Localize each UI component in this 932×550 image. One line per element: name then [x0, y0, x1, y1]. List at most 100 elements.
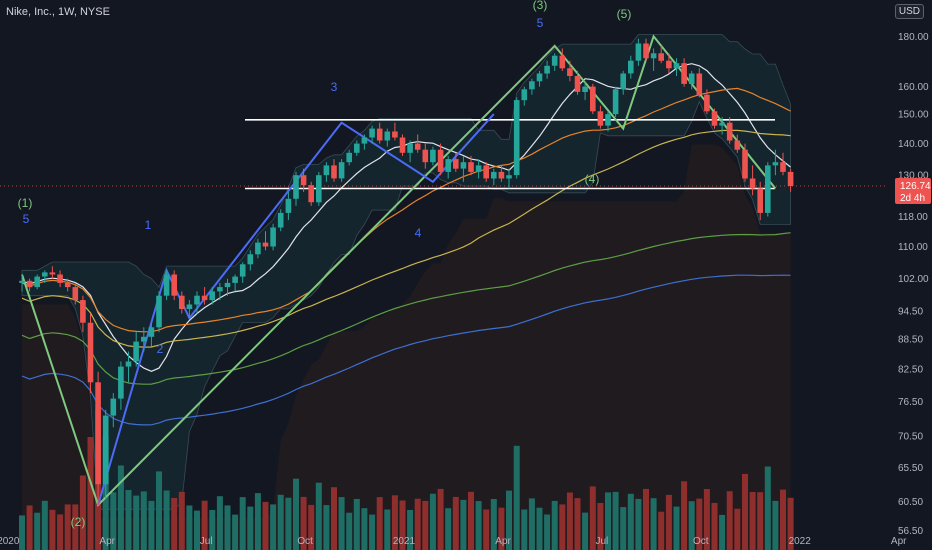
- price-tick-label: 82.50: [898, 365, 923, 376]
- candle-body: [787, 171, 794, 186]
- candle-body: [125, 361, 132, 367]
- candle-body: [681, 63, 687, 84]
- candle-body: [414, 143, 421, 150]
- volume-bar: [544, 514, 551, 550]
- candle-body: [331, 165, 337, 179]
- candle-body: [780, 162, 786, 172]
- price-tick-label: 180.00: [898, 32, 929, 43]
- volume-bar: [323, 505, 330, 550]
- candle-body: [87, 322, 94, 383]
- volume-bar: [566, 492, 573, 550]
- price-tick-label: 140.00: [898, 139, 929, 150]
- wave-label: 1: [145, 218, 152, 232]
- candle-body: [72, 287, 79, 301]
- candle-body: [422, 149, 429, 163]
- volume-bar: [726, 491, 733, 550]
- candle-body: [491, 171, 497, 179]
- time-tick-label: Oct: [297, 536, 313, 547]
- wave-label: (4): [585, 172, 600, 186]
- volume-bar: [521, 509, 528, 550]
- volume-bar: [133, 495, 140, 550]
- candle-body: [567, 68, 573, 76]
- candle-body: [475, 165, 482, 172]
- wave-label: 3: [331, 80, 338, 94]
- candle-body: [42, 272, 48, 277]
- time-tick-label: Jul: [596, 536, 609, 547]
- volume-bar: [597, 503, 604, 550]
- candle-body: [742, 149, 748, 179]
- volume-bar: [163, 490, 170, 550]
- currency-button[interactable]: USD: [894, 4, 924, 19]
- candle-body: [217, 287, 223, 292]
- candle-body: [285, 198, 292, 213]
- time-tick-label: 2020: [0, 536, 20, 547]
- candle-body: [277, 212, 284, 228]
- volume-bar: [293, 478, 299, 550]
- volume-bar: [72, 504, 79, 550]
- volume-bar: [369, 514, 376, 550]
- time-tick-label: Apr: [495, 536, 511, 547]
- candle-body: [392, 131, 398, 138]
- wave-label: (3): [533, 0, 548, 12]
- volume-bar: [346, 512, 353, 550]
- time-tick-label: 2021: [393, 536, 416, 547]
- candle-body: [316, 175, 322, 203]
- candle-body: [19, 280, 25, 283]
- price-tick-label: 118.00: [898, 212, 928, 223]
- volume-bar: [216, 496, 223, 550]
- candlesticks: [19, 38, 794, 505]
- volume-bar: [79, 475, 86, 550]
- candle-body: [666, 60, 672, 69]
- candle-body: [551, 55, 558, 66]
- time-axis: 2020AprJulOct2021AprJulOct2022AprJul: [0, 536, 907, 547]
- volume-bar: [308, 504, 315, 550]
- time-tick-label: Jul: [200, 536, 213, 547]
- volume-bar: [764, 466, 771, 550]
- candle-body: [521, 89, 528, 101]
- time-tick-label: Oct: [693, 536, 709, 547]
- price-tick-label: 60.50: [898, 497, 923, 508]
- volume-bar: [338, 497, 345, 550]
- volume-bar: [186, 505, 193, 550]
- volume-bar: [361, 508, 368, 550]
- volume-bar: [627, 493, 634, 550]
- candle-body: [468, 162, 474, 172]
- wave-label: 2: [157, 342, 164, 356]
- candle-body: [247, 254, 254, 265]
- price-tick-label: 150.00: [898, 110, 929, 121]
- volume-bar: [140, 491, 147, 550]
- candle-body: [110, 398, 117, 416]
- price-tag-value: 126.74: [900, 181, 931, 192]
- volume-bar: [734, 508, 741, 550]
- volume-bar: [574, 498, 581, 550]
- volume-bar: [384, 509, 391, 550]
- candle-body: [529, 81, 535, 90]
- volume-bar: [407, 510, 414, 550]
- volume-bar: [658, 511, 665, 550]
- volume-bar: [635, 498, 642, 550]
- candle-body: [711, 111, 718, 126]
- volume-bar: [125, 490, 132, 550]
- volume-bar: [703, 489, 710, 550]
- volume-bar: [780, 489, 786, 550]
- candle-body: [300, 175, 307, 186]
- candle-body: [399, 137, 406, 153]
- volume-bar: [452, 496, 459, 550]
- time-tick-label: Apr: [891, 536, 907, 547]
- candle-body: [201, 295, 208, 301]
- volume-bar: [665, 494, 672, 550]
- volume-bar: [605, 492, 611, 550]
- time-tick-label: 2022: [789, 536, 812, 547]
- price-tick-label: 160.00: [898, 82, 929, 93]
- candle-body: [232, 276, 238, 283]
- candle-body: [354, 143, 360, 153]
- candle-body: [437, 149, 444, 172]
- candle-body: [179, 295, 185, 309]
- candle-body: [612, 89, 619, 115]
- volume-bar: [681, 481, 688, 550]
- volume-bar: [536, 507, 543, 550]
- volume-bar: [582, 512, 589, 550]
- volume-bar: [270, 504, 277, 550]
- volume-bar: [437, 488, 444, 550]
